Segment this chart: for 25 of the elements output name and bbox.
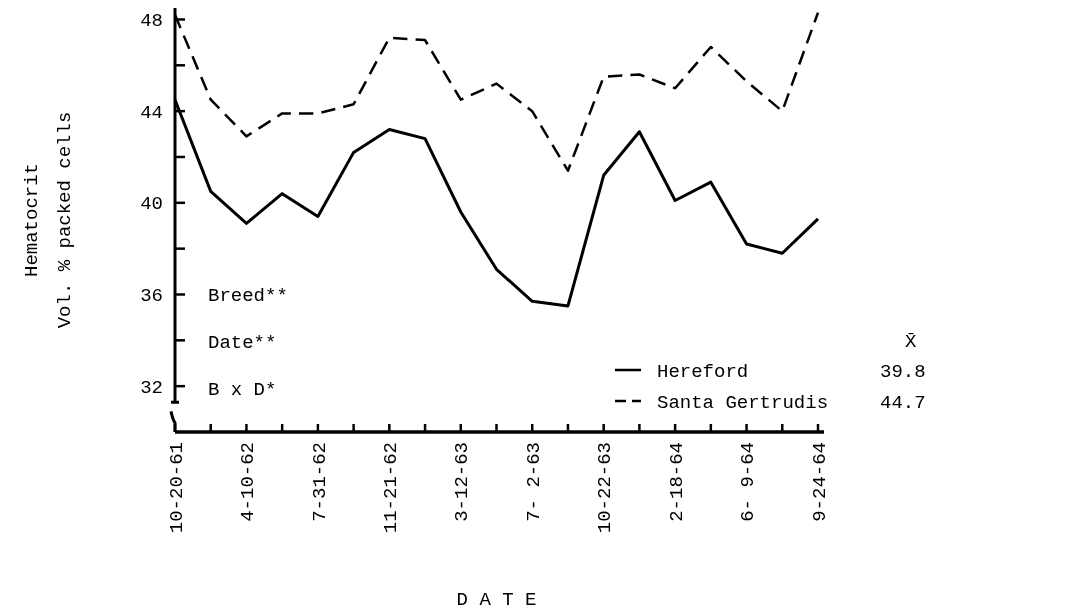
x-tick-label: 4-10-62 — [237, 442, 260, 522]
x-tick-label: 3-12-63 — [451, 442, 474, 522]
text: X̄ — [905, 330, 917, 353]
annotation: B x D* — [208, 379, 277, 402]
text: 44.7 — [880, 391, 926, 414]
y-tick-label: 44 — [140, 101, 163, 124]
legend-label: Hereford — [657, 360, 749, 383]
x-tick-label: 10-22-63 — [594, 442, 617, 534]
x-tick-label: 2-18-64 — [665, 442, 688, 522]
x-tick-label: 7-31-62 — [308, 442, 331, 522]
x-axis-title: D A T E — [456, 589, 537, 611]
y-tick-label: 32 — [140, 376, 163, 399]
annotation: Date** — [208, 332, 277, 355]
x-tick-label: 11-21-62 — [379, 442, 402, 534]
text: 39.8 — [880, 360, 926, 383]
x-tick-label: 9-24-64 — [808, 442, 831, 522]
legend-label: Santa Gertrudis — [657, 391, 829, 414]
y-tick-label: 36 — [140, 285, 163, 308]
y-axis-title: Hematocrit Vol. % packed cells — [21, 111, 76, 329]
annotation: Breed** — [208, 285, 288, 308]
y-tick-label: 48 — [140, 10, 163, 33]
y-tick-label: 40 — [140, 193, 163, 216]
x-tick-label: 10-20-61 — [165, 442, 188, 534]
x-tick-label: 7- 2-63 — [522, 442, 545, 522]
x-tick-label: 6- 9-64 — [737, 442, 760, 522]
